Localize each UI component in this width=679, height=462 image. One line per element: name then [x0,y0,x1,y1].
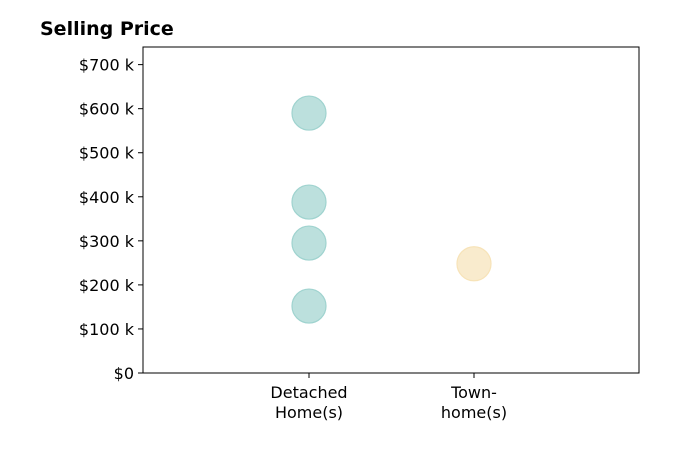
data-point [456,246,492,282]
y-tick-label: $0 [114,364,134,383]
x-tick-label: home(s) [441,403,507,422]
data-point [291,95,327,131]
y-axis: $0 $100 k $200 k $300 k $400 k $500 k $600 k $7… [79,56,143,383]
y-tick-label: $700 k [79,56,135,75]
x-tick-label: Detached [270,383,347,402]
data-point [291,184,327,220]
y-tick-label: $300 k [79,232,135,251]
x-tick-label: Town- [450,383,497,402]
y-tick-label: $600 k [79,100,135,119]
data-point [291,225,327,261]
plot-area-frame [142,46,640,374]
chart-title: Selling Price [40,18,174,40]
x-tick-label: Home(s) [275,403,343,422]
y-tick-label: $100 k [79,320,135,339]
y-tick-label: $500 k [79,144,135,163]
y-tick-label: $400 k [79,188,135,207]
data-point [291,288,327,324]
y-tick-label: $200 k [79,276,135,295]
data-points [291,95,492,324]
